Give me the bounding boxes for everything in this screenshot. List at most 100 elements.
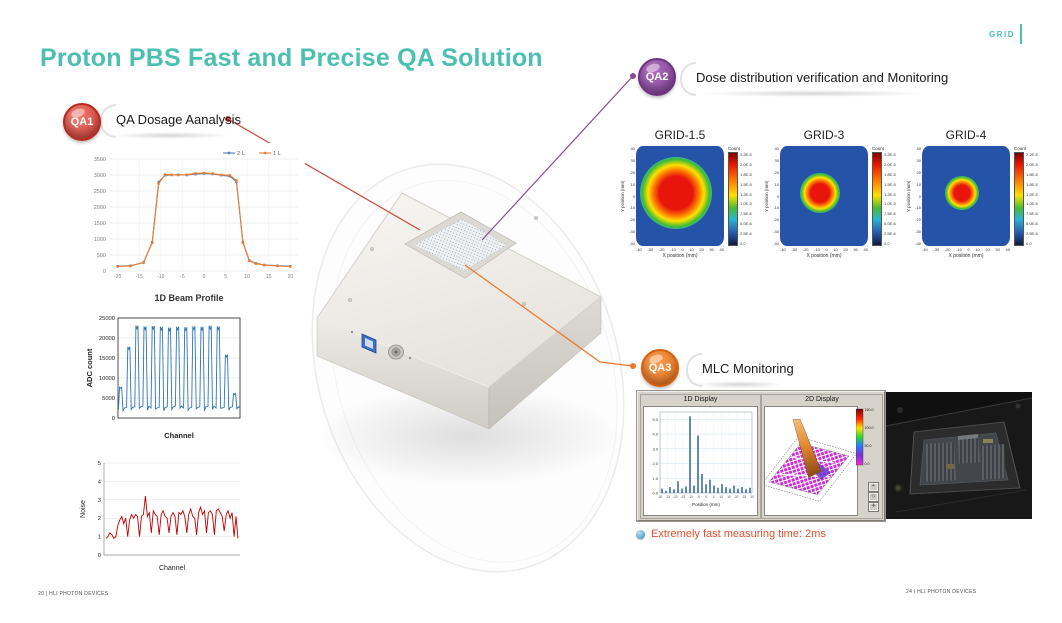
svg-text:30: 30 [750, 495, 754, 499]
dose-map-yticks: 40 30 20 10 0 -10 -20 -30 -40 [773, 146, 779, 246]
svg-text:3500: 3500 [94, 157, 106, 163]
mlc-1d-display-panel: 1D Display 0.0 1.0 2.0 3.0 4.0 5.0 -30 -25 -20 -1… [640, 394, 761, 519]
svg-text:ADC count: ADC count [85, 348, 94, 387]
svg-text:2500: 2500 [94, 189, 106, 195]
svg-text:0: 0 [98, 553, 101, 559]
svg-text:-10: -10 [688, 495, 693, 499]
dose-map-title: GRID-4 [945, 128, 987, 142]
dose-map-xlabel: X position (mm) [806, 253, 842, 259]
svg-text:1 L: 1 L [273, 151, 281, 157]
dose-map-image [922, 146, 1010, 246]
dose-map-xticks: -40 -30 -20 -10 0 10 20 30 40 [922, 247, 1010, 252]
svg-text:0.0: 0.0 [652, 491, 658, 496]
qa2-label: Dose distribution verification and Monit… [680, 62, 948, 97]
svg-text:1.0: 1.0 [652, 476, 658, 481]
dose-map-yticks: 40 30 20 10 0 -10 -20 -30 -40 [629, 146, 635, 246]
svg-text:25: 25 [743, 495, 747, 499]
svg-text:5: 5 [98, 461, 101, 467]
svg-text:-5: -5 [697, 495, 700, 499]
svg-text:0: 0 [203, 274, 206, 280]
svg-text:2 L: 2 L [237, 151, 245, 157]
qa2-badge: QA2 [638, 58, 676, 96]
svg-text:20: 20 [735, 495, 739, 499]
svg-text:3.0: 3.0 [652, 446, 658, 451]
dose-map-xticks: -40 -30 -20 -10 0 10 20 30 40 [636, 247, 724, 252]
dose-map-colorbar: Count 2.2E-5 2.0E-5 1.8E-5 1.5E-5 1.2E-5 1.0E-… [1014, 146, 1044, 246]
svg-text:5.0: 5.0 [652, 417, 658, 422]
mlc-collimator-photo [886, 392, 1032, 519]
svg-text:Noise: Noise [80, 500, 87, 518]
qa1-badge: QA1 [63, 103, 101, 141]
svg-text:150.0: 150.0 [865, 408, 874, 412]
bullet-sphere-icon [636, 529, 645, 539]
svg-text:2: 2 [98, 516, 101, 522]
svg-text:-30: -30 [658, 495, 663, 499]
mlc-2d-display-panel: 2D Display 150.0 100.0 50.0 0.0 + ◇ ✛ [761, 394, 883, 519]
svg-text:Channel: Channel [164, 431, 194, 440]
dose-map-image [780, 146, 868, 246]
svg-text:-25: -25 [665, 495, 670, 499]
adc-count-chart: 0 5000 10000 15000 20000 25000 ADC count Channe… [82, 310, 248, 444]
dose-map-grid-1-5: GRID-1.5 Y position (mm) 40 30 20 10 0 -10 -20 -3… [620, 128, 758, 259]
pan-tool-button[interactable]: ◇ [868, 492, 879, 502]
dose-map-ylabel: Y position (mm) [906, 180, 911, 212]
svg-text:15: 15 [727, 495, 731, 499]
svg-text:1000: 1000 [94, 237, 106, 243]
svg-text:50.0: 50.0 [865, 444, 872, 448]
dose-map-colorbar: Count 2.2E-5 2.0E-5 1.8E-5 1.5E-5 1.2E-5 1.0E-… [872, 146, 902, 246]
brand-logo-text: GRID [989, 29, 1015, 39]
svg-text:2.0: 2.0 [652, 461, 658, 466]
dose-map-image [636, 146, 724, 246]
noise-chart: 0 1 2 3 4 5 Noise Channel [76, 453, 248, 577]
svg-text:10000: 10000 [99, 376, 115, 382]
qa3-label: MLC Monitoring [686, 353, 794, 388]
dose-map-xlabel: X position (mm) [948, 253, 984, 259]
zoom-tool-button[interactable]: + [868, 482, 879, 492]
svg-text:2000: 2000 [94, 205, 106, 211]
svg-text:Channel: Channel [159, 565, 186, 572]
mlc-2d-colorbar: 150.0 100.0 50.0 0.0 [856, 407, 880, 469]
colorbar-ticks: 2.2E-5 2.0E-5 1.8E-5 1.5E-5 1.2E-5 1.0E-5 7.5E… [884, 152, 896, 246]
svg-text:-15: -15 [136, 274, 143, 280]
qa3-badge: QA3 [641, 349, 679, 387]
mlc-monitor-panel: 1D Display 0.0 1.0 2.0 3.0 4.0 5.0 -30 -25 -20 -1… [637, 391, 885, 521]
dose-map-yticks: 40 30 20 10 0 -10 -20 -30 -40 [915, 146, 921, 246]
svg-text:10: 10 [720, 495, 724, 499]
svg-text:-20: -20 [673, 495, 678, 499]
dose-spot [639, 157, 712, 229]
cursor-tool-button[interactable]: ✛ [868, 502, 879, 512]
svg-text:500: 500 [97, 253, 106, 259]
svg-text:0: 0 [705, 495, 707, 499]
brand-logo-bar [1020, 24, 1022, 44]
dose-map-xlabel: X position (mm) [662, 253, 698, 259]
svg-text:100.0: 100.0 [865, 426, 874, 430]
dose-map-grid-4: GRID-4 Y position (mm) 40 30 20 10 0 -10 -20 -30-… [906, 128, 1044, 259]
mlc-2d-display-plot [764, 406, 858, 516]
beam-profile-caption: 1D Beam Profile [154, 293, 224, 303]
svg-text:20: 20 [288, 274, 294, 280]
svg-text:5: 5 [713, 495, 715, 499]
mlc-1d-display-title: 1D Display [683, 396, 718, 403]
colorbar-label: Count [728, 146, 741, 151]
dose-map-xticks: -40 -30 -20 -10 0 10 20 30 40 [780, 247, 868, 252]
svg-text:0: 0 [112, 416, 115, 422]
colorbar-ticks: 2.2E-5 2.0E-5 1.8E-5 1.5E-5 1.2E-5 1.0E-5 7.5E… [1026, 152, 1038, 246]
svg-text:1500: 1500 [94, 221, 106, 227]
svg-text:10: 10 [244, 274, 250, 280]
svg-text:-10: -10 [157, 274, 164, 280]
svg-text:5000: 5000 [102, 396, 115, 402]
dose-map-title: GRID-3 [803, 128, 845, 142]
svg-text:4.0: 4.0 [652, 432, 658, 437]
mlc-hardware-photo [886, 392, 1032, 519]
svg-text:15: 15 [266, 274, 272, 280]
dose-map-title: GRID-1.5 [654, 128, 706, 142]
dose-spot [944, 176, 979, 210]
svg-text:3: 3 [98, 498, 101, 504]
dose-map-grid-3: GRID-3 Y position (mm) 40 30 20 10 0 -10 -20 -30-… [764, 128, 902, 259]
measuring-time-note: Extremely fast measuring time: 2ms [636, 528, 826, 540]
measuring-time-text: Extremely fast measuring time: 2ms [651, 528, 826, 540]
svg-text:0: 0 [103, 269, 106, 275]
svg-text:4: 4 [98, 479, 102, 485]
